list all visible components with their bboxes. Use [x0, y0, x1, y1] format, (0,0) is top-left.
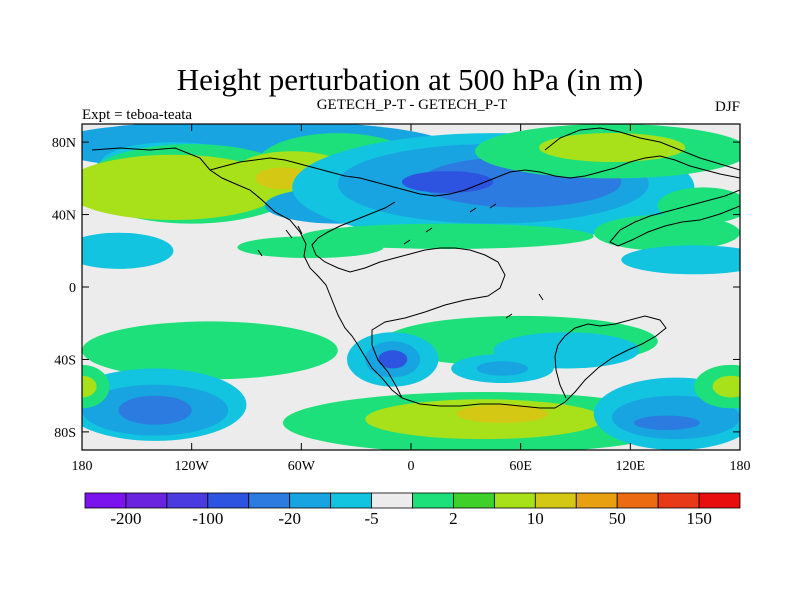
colorbar-box	[248, 492, 291, 509]
coastline-north	[209, 155, 740, 197]
x-tick-label: 60W	[288, 459, 316, 474]
height-perturbation-field	[82, 124, 740, 450]
colorbar-box	[575, 492, 618, 509]
colorbar-box	[534, 492, 577, 509]
coastline-americas	[91, 147, 403, 399]
contour-region	[82, 375, 97, 398]
colorbar-label: 10	[527, 509, 544, 528]
x-tick-label: 120W	[175, 459, 210, 474]
contour-region	[82, 321, 338, 380]
colorbar-box	[166, 492, 209, 509]
y-tick-label: 80S	[54, 426, 76, 441]
contour-region	[118, 395, 192, 425]
contour-region	[621, 245, 740, 275]
y-tick-label: 40N	[52, 209, 76, 224]
colorbar: -200 -100 -20 -5 2 10 50 150	[84, 492, 741, 528]
x-tick-label: 120E	[616, 459, 646, 474]
y-tick-label: 40S	[54, 353, 76, 368]
colorbar-box	[453, 492, 495, 509]
colorbar-box	[698, 492, 741, 509]
colorbar-label: -5	[365, 509, 379, 528]
colorbar-label: -20	[278, 509, 301, 528]
coastline-east-asia	[609, 189, 740, 247]
contour-region	[593, 214, 740, 251]
coastlines	[91, 127, 740, 409]
center-label: GETECH_P-T - GETECH_P-T	[317, 97, 508, 113]
x-tick-label: 180	[72, 459, 93, 474]
colorbar-box	[207, 492, 250, 509]
colorbar-label: 150	[686, 509, 712, 528]
y-tick-label: 80N	[52, 136, 76, 151]
x-tick-label: 60E	[509, 459, 532, 474]
colorbar-box	[289, 492, 332, 509]
contour-region	[82, 232, 174, 269]
left-label: Expt = teboa-teata	[82, 107, 192, 123]
coastline-americas-east	[311, 201, 506, 399]
coastline-arctic	[544, 127, 740, 171]
coastline-islands	[257, 203, 544, 319]
colorbar-box	[657, 492, 700, 509]
contour-region	[634, 415, 700, 430]
y-axis: 80N 40N 0 40S 80S	[52, 136, 740, 441]
colorbar-box	[493, 492, 536, 509]
colorbar-label: -200	[110, 509, 141, 528]
contour-region	[539, 133, 686, 162]
colorbar-label: 50	[609, 509, 626, 528]
chart-title: Height perturbation at 500 hPa (in m)	[177, 62, 644, 97]
colorbar-box	[412, 492, 454, 509]
contour-region	[237, 236, 384, 259]
colorbar-box	[371, 492, 413, 509]
contour-region	[456, 404, 549, 423]
contour-region	[401, 171, 494, 193]
right-label: DJF	[715, 99, 740, 115]
x-tick-label: 0	[408, 459, 415, 474]
colorbar-box	[616, 492, 659, 509]
x-axis: 180 120W 60W 0 60E 120E 180	[72, 124, 751, 474]
colorbar-box	[84, 492, 127, 509]
colorbar-label: -100	[192, 509, 223, 528]
colorbar-box	[330, 492, 372, 509]
y-tick-label: 0	[69, 281, 76, 296]
contour-region	[712, 375, 740, 398]
coastline-southern	[401, 315, 667, 409]
colorbar-box	[125, 492, 168, 509]
contour-region	[476, 361, 528, 376]
colorbar-label: 2	[449, 509, 458, 528]
contour-region	[378, 350, 408, 369]
contour-region	[82, 154, 284, 220]
x-tick-label: 180	[730, 459, 751, 474]
